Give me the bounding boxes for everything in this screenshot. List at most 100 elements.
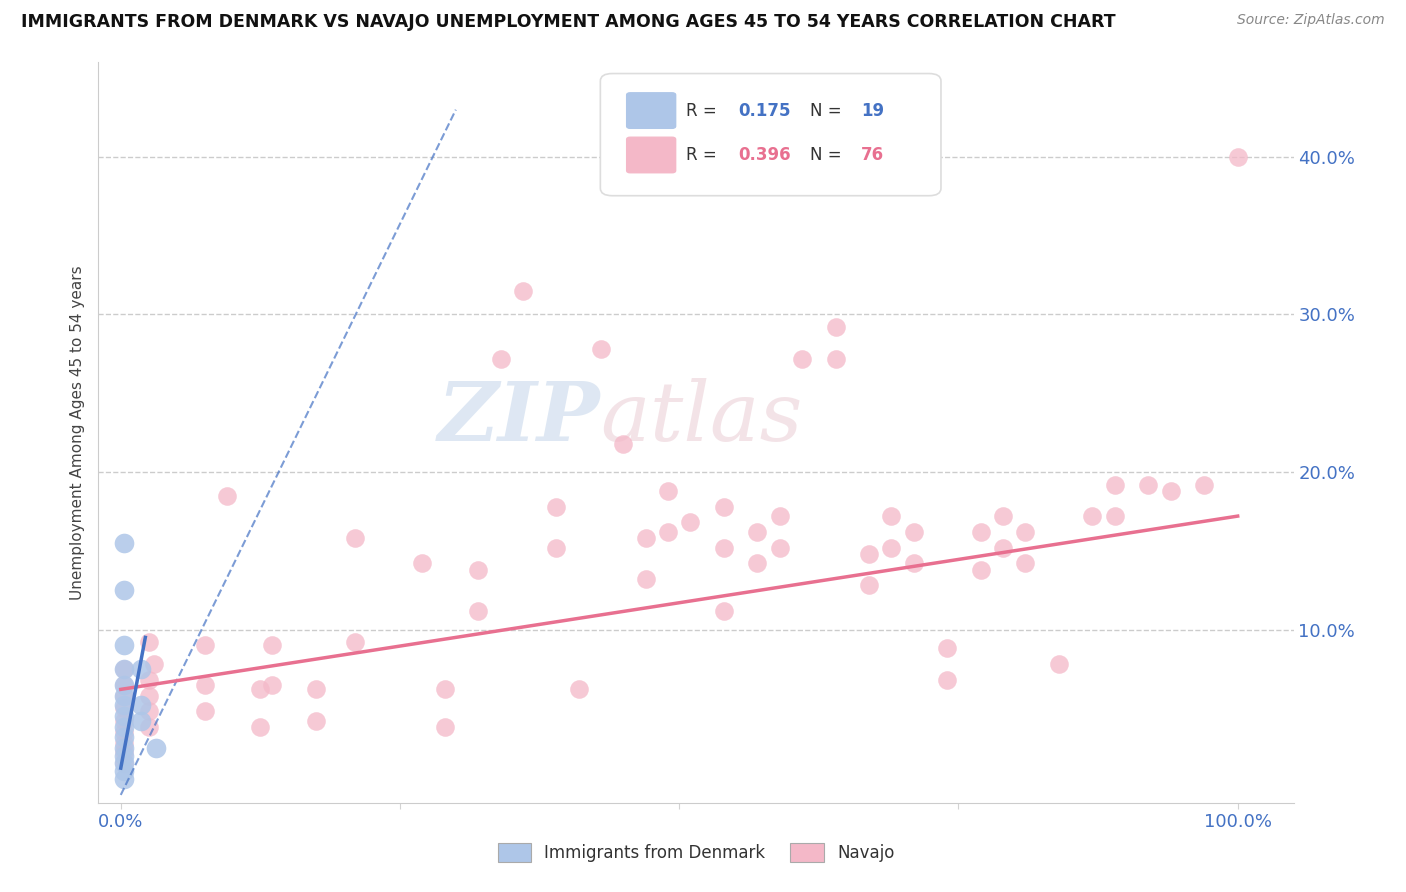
FancyBboxPatch shape (627, 93, 676, 128)
Text: IMMIGRANTS FROM DENMARK VS NAVAJO UNEMPLOYMENT AMONG AGES 45 TO 54 YEARS CORRELA: IMMIGRANTS FROM DENMARK VS NAVAJO UNEMPL… (21, 13, 1116, 31)
Point (546, 541, 568, 555)
Point (112, 736, 135, 750)
Point (657, 524, 679, 539)
Point (991, 541, 1014, 555)
Point (112, 662, 135, 676)
Point (193, 678, 215, 692)
Point (433, 682, 456, 697)
Point (260, 638, 283, 652)
Point (858, 578, 880, 592)
FancyBboxPatch shape (600, 73, 941, 195)
Y-axis label: Unemployment Among Ages 45 to 54 years: Unemployment Among Ages 45 to 54 years (69, 265, 84, 600)
Point (112, 689, 135, 703)
Point (138, 689, 160, 703)
Point (880, 541, 903, 555)
Point (112, 638, 135, 652)
Point (970, 524, 993, 539)
Point (1104, 509, 1126, 524)
Point (112, 764, 135, 779)
Point (824, 351, 846, 366)
Point (546, 500, 568, 514)
Point (769, 509, 792, 524)
Point (112, 678, 135, 692)
Point (1104, 477, 1126, 491)
Point (193, 705, 215, 719)
Point (112, 709, 135, 723)
Point (634, 531, 657, 545)
Point (880, 509, 903, 524)
FancyBboxPatch shape (627, 137, 676, 173)
Point (129, 698, 152, 713)
Point (112, 678, 135, 692)
Point (713, 500, 735, 514)
Point (634, 572, 657, 586)
Point (249, 720, 271, 734)
Point (145, 740, 167, 755)
Point (112, 689, 135, 703)
Text: 0.175: 0.175 (738, 102, 790, 120)
Point (344, 531, 367, 545)
Point (193, 638, 215, 652)
Point (568, 682, 591, 697)
Point (112, 740, 135, 755)
Point (112, 720, 135, 734)
Point (112, 583, 135, 598)
Point (112, 714, 135, 728)
Point (112, 698, 135, 713)
Point (467, 563, 489, 577)
Point (112, 536, 135, 550)
Point (679, 516, 702, 530)
Point (1160, 483, 1182, 498)
Point (1192, 477, 1215, 491)
Point (112, 745, 135, 759)
Point (747, 557, 769, 571)
Text: R =: R = (686, 146, 723, 164)
Point (970, 563, 993, 577)
Text: atlas: atlas (600, 378, 803, 458)
Point (790, 351, 813, 366)
Point (260, 678, 283, 692)
Point (112, 701, 135, 715)
Point (411, 557, 433, 571)
Point (112, 662, 135, 676)
Point (138, 635, 160, 649)
Point (112, 725, 135, 739)
Point (512, 284, 534, 298)
Point (433, 720, 456, 734)
Point (138, 673, 160, 687)
Point (991, 509, 1014, 524)
Text: R =: R = (686, 102, 723, 120)
Point (1047, 657, 1070, 672)
Point (1137, 477, 1160, 491)
Point (112, 756, 135, 771)
Point (129, 714, 152, 728)
Point (129, 662, 152, 676)
Point (305, 682, 328, 697)
Point (1226, 150, 1249, 164)
Point (936, 641, 959, 656)
Point (1014, 557, 1036, 571)
Point (1014, 524, 1036, 539)
Text: 19: 19 (860, 102, 884, 120)
Point (112, 756, 135, 771)
Point (249, 682, 271, 697)
Point (489, 351, 512, 366)
Point (713, 541, 735, 555)
Point (903, 557, 925, 571)
Point (143, 657, 166, 672)
Point (936, 673, 959, 687)
Point (344, 635, 367, 649)
Point (747, 524, 769, 539)
Point (215, 489, 238, 503)
Point (305, 714, 328, 728)
Point (612, 436, 634, 450)
Point (824, 320, 846, 334)
Text: Source: ZipAtlas.com: Source: ZipAtlas.com (1237, 13, 1385, 28)
Point (589, 342, 612, 356)
Point (138, 720, 160, 734)
Legend: Immigrants from Denmark, Navajo: Immigrants from Denmark, Navajo (491, 836, 901, 869)
Point (138, 705, 160, 719)
Text: N =: N = (810, 102, 846, 120)
Point (769, 541, 792, 555)
Text: ZIP: ZIP (437, 378, 600, 458)
